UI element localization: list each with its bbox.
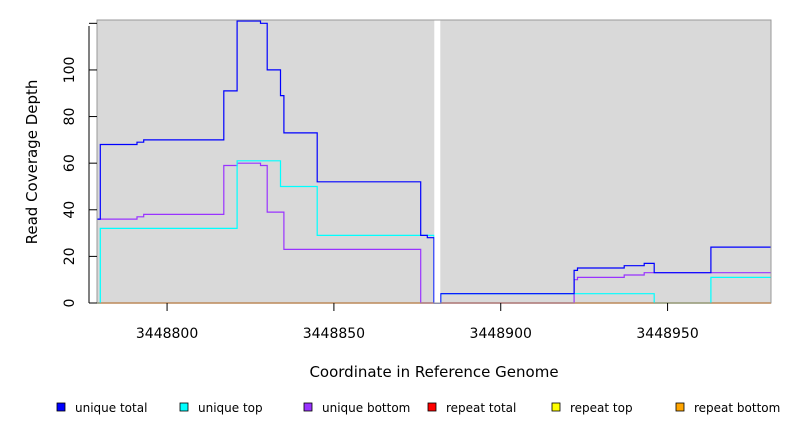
x-tick-label-3448900: 3448900: [470, 326, 532, 342]
legend-item-unique-bottom: unique bottom: [303, 401, 410, 415]
legend-item-repeat-top: repeat top: [551, 401, 633, 415]
x-tick-label-3448800: 3448800: [136, 326, 198, 342]
legend-swatch: [303, 402, 313, 412]
x-tick-label-3448950: 3448950: [636, 326, 698, 342]
x-axis-label: Coordinate in Reference Genome: [309, 363, 558, 381]
legend-label: unique total: [75, 401, 147, 415]
legend-swatch: [179, 402, 189, 412]
y-tick-label-20: 20: [62, 247, 78, 265]
legend-item-unique-top: unique top: [179, 401, 263, 415]
legend-label: repeat bottom: [694, 401, 780, 415]
series-unique-bottom: [97, 162, 771, 304]
legend-swatch: [551, 402, 561, 412]
legend-swatch: [675, 402, 685, 412]
y-tick-label-40: 40: [62, 201, 78, 219]
legend-item-repeat-total: repeat total: [427, 401, 516, 415]
legend-swatch: [427, 402, 437, 412]
y-tick-label-60: 60: [62, 154, 78, 172]
y-axis: 0 20 40 60 80 100: [62, 22, 97, 308]
legend-label: unique top: [198, 401, 263, 415]
legend-label: unique bottom: [322, 401, 410, 415]
plot-frame: [96, 19, 772, 304]
x-tick-label-3448850: 3448850: [303, 326, 365, 342]
legend-item-repeat-bottom: repeat bottom: [675, 401, 780, 415]
y-tick-label-100: 100: [62, 57, 78, 84]
x-axis: 3448800 3448850 3448900 3448950: [136, 303, 699, 342]
legend-swatch: [56, 402, 66, 412]
legend-label: repeat top: [570, 401, 633, 415]
y-tick-label-0: 0: [62, 299, 78, 308]
y-axis-label: Read Coverage Depth: [23, 80, 41, 245]
legend: unique total unique top unique bottom repea…: [56, 401, 780, 415]
legend-label: repeat total: [446, 401, 516, 415]
y-tick-label-80: 80: [62, 108, 78, 126]
gap-marker: [434, 20, 441, 303]
legend-item-unique-total: unique total: [56, 401, 147, 415]
series-unique-total: [97, 20, 771, 304]
